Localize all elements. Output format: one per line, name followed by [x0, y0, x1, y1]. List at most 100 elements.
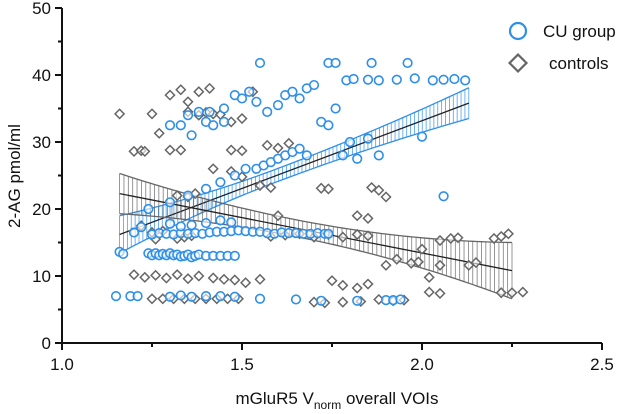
controls-data-point — [391, 253, 403, 265]
controls-data-point — [434, 259, 446, 271]
cu-data-point — [229, 250, 240, 261]
cu-data-point — [218, 116, 230, 127]
cu-data-point — [229, 170, 240, 181]
cu-data-point — [164, 197, 176, 208]
cu-data-point — [215, 215, 226, 226]
data-points-layer — [110, 57, 529, 309]
cu-data-point — [200, 183, 212, 194]
controls-data-point — [362, 212, 374, 224]
controls-data-point — [182, 96, 194, 108]
controls-data-point — [261, 139, 273, 151]
y-tick-label: 30 — [32, 133, 51, 152]
x-tick-label: 2.0 — [410, 355, 434, 374]
cu-data-point — [118, 248, 129, 259]
cu-data-point — [287, 86, 298, 97]
controls-data-point — [337, 279, 349, 291]
controls-data-point — [265, 181, 277, 194]
cu-data-point — [362, 74, 374, 85]
controls-data-point — [164, 144, 176, 156]
cu-data-point — [330, 103, 341, 114]
x-tick-label: 2.5 — [590, 355, 614, 374]
controls-data-point — [139, 145, 151, 157]
cu-data-point — [402, 57, 413, 69]
controls-data-point — [207, 163, 219, 175]
controls-data-point — [412, 256, 424, 268]
cu-data-point — [438, 74, 449, 85]
legend-cu-label: CU group — [543, 22, 616, 41]
controls-data-point — [470, 257, 482, 269]
cu-data-point — [254, 293, 266, 304]
cu-data-point — [460, 75, 471, 86]
controls-data-point — [175, 84, 187, 96]
controls-data-point — [254, 179, 266, 192]
x-tick-label: 1.5 — [230, 355, 254, 374]
cu-data-point — [164, 291, 176, 302]
cu-data-point — [366, 57, 377, 69]
cu-data-point — [132, 291, 143, 302]
cu-data-point — [164, 218, 176, 229]
cu-data-point — [438, 191, 449, 202]
cu-data-point — [449, 73, 460, 85]
cu-data-point — [208, 120, 219, 131]
cu-data-point — [136, 221, 147, 233]
cu-data-point — [204, 106, 215, 117]
cu-data-point — [427, 75, 438, 86]
x-axis-title: mGluR5 Vnorm overall VOIs — [235, 389, 438, 412]
cu-data-point — [182, 190, 194, 201]
regression-line — [119, 102, 470, 236]
controls-data-point — [272, 142, 284, 154]
cu-data-point — [272, 100, 284, 111]
legend: CU group controls — [507, 21, 616, 74]
legend-controls-label: controls — [549, 54, 609, 73]
cu-data-point — [175, 120, 186, 131]
cu-data-point — [110, 291, 122, 302]
controls-data-point — [146, 293, 158, 305]
cu-data-point — [143, 203, 154, 215]
controls-data-point — [506, 287, 518, 299]
cu-data-point — [229, 291, 240, 302]
controls-data-point — [146, 108, 158, 120]
controls-data-point — [171, 190, 183, 202]
controls-data-point — [373, 293, 385, 306]
x-axis-title-subscript: norm — [314, 398, 341, 412]
controls-data-point — [171, 269, 183, 281]
y-axis-title: 2-AG pmol/ml — [5, 124, 24, 228]
controls-data-point — [236, 112, 248, 125]
cu-data-point — [175, 221, 186, 232]
cu-data-point — [254, 57, 266, 69]
controls-data-point — [175, 144, 187, 156]
y-tick-label: 40 — [32, 66, 51, 85]
ticks-layer: 0 10 20 30 40 50 1.0 1.5 2.0 2.5 — [32, 0, 614, 374]
controls-data-point — [240, 277, 252, 289]
legend-cu-marker — [508, 21, 528, 41]
controls-data-point — [283, 137, 295, 149]
controls-data-point — [423, 271, 435, 283]
controls-data-point — [150, 269, 162, 281]
controls-data-point — [315, 182, 327, 194]
controls-data-point — [362, 230, 374, 242]
cu-data-point — [344, 136, 356, 148]
controls-data-point — [236, 145, 248, 157]
controls-data-point — [114, 108, 126, 120]
controls-data-point — [452, 232, 464, 244]
controls-data-point — [128, 145, 140, 157]
cu-data-point — [186, 219, 197, 231]
cu-data-point — [186, 291, 197, 302]
controls-data-point — [337, 231, 349, 243]
controls-data-point — [423, 286, 435, 298]
controls-data-point — [139, 271, 151, 283]
controls-data-point — [445, 232, 457, 245]
controls-data-point — [164, 89, 176, 101]
controls-data-point — [380, 191, 392, 203]
controls-data-point — [373, 184, 385, 196]
cu-data-point — [373, 150, 384, 161]
cu-data-point — [409, 73, 420, 84]
controls-data-point — [502, 228, 514, 240]
controls-data-point — [204, 82, 216, 94]
cu-data-point — [337, 150, 348, 161]
y-tick-label: 20 — [32, 200, 51, 219]
controls-data-point — [153, 127, 165, 139]
controls-data-point — [207, 272, 219, 284]
controls-data-point — [434, 287, 446, 300]
controls-data-point — [380, 259, 392, 271]
